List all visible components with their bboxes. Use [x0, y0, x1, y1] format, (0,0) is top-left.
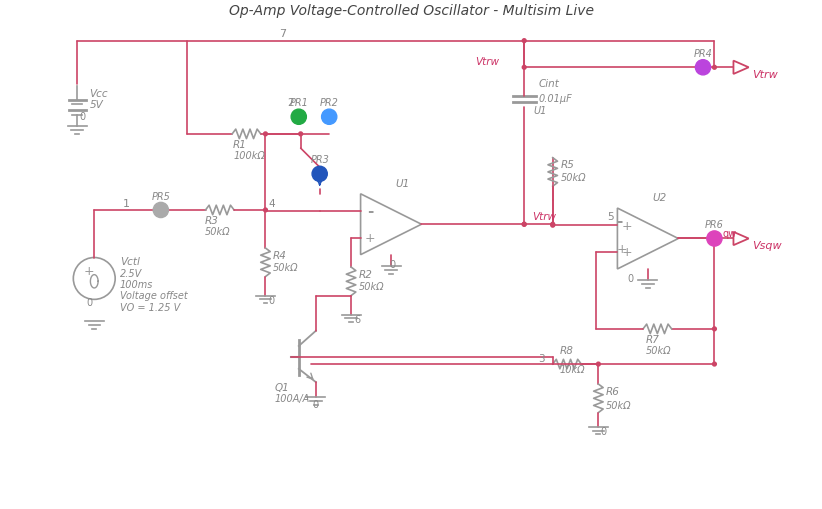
Circle shape — [707, 232, 722, 247]
Circle shape — [159, 209, 163, 212]
Text: 5: 5 — [607, 212, 613, 222]
Circle shape — [597, 362, 600, 366]
Circle shape — [291, 110, 307, 125]
Text: Cint: Cint — [538, 79, 559, 89]
Text: 100kΩ: 100kΩ — [233, 150, 265, 160]
Text: Vctl: Vctl — [120, 257, 140, 267]
Circle shape — [551, 224, 555, 228]
Text: 0: 0 — [86, 297, 93, 307]
Text: +: + — [621, 219, 632, 232]
Text: U2: U2 — [653, 193, 667, 203]
Text: R7: R7 — [646, 334, 660, 345]
Text: PR2: PR2 — [320, 98, 339, 108]
Text: 50kΩ: 50kΩ — [358, 281, 385, 291]
Text: 50kΩ: 50kΩ — [606, 400, 631, 410]
Circle shape — [713, 66, 716, 70]
Circle shape — [713, 327, 716, 331]
Text: Vsqw: Vsqw — [752, 241, 782, 250]
Text: PR5: PR5 — [151, 191, 170, 201]
Text: Vtrw: Vtrw — [532, 212, 556, 222]
Text: R1: R1 — [233, 140, 247, 150]
Text: 0: 0 — [600, 427, 607, 437]
Text: 100ms: 100ms — [120, 279, 154, 290]
Text: A: A — [326, 113, 332, 122]
Text: U1: U1 — [533, 106, 547, 116]
Text: v: v — [712, 235, 718, 243]
Text: VO = 1.25 V: VO = 1.25 V — [120, 302, 180, 312]
Text: 1: 1 — [122, 199, 130, 209]
Text: 50kΩ: 50kΩ — [273, 262, 298, 272]
Text: Vtrw: Vtrw — [475, 58, 499, 67]
Circle shape — [522, 223, 526, 227]
Text: -: - — [616, 214, 623, 229]
Text: 0.01μF: 0.01μF — [538, 93, 572, 103]
Text: R3: R3 — [205, 216, 219, 226]
Text: 4: 4 — [268, 199, 275, 209]
Text: +: + — [365, 232, 376, 244]
Text: PR6: PR6 — [705, 220, 724, 230]
Text: Vcc: Vcc — [90, 89, 109, 99]
Text: R2: R2 — [358, 269, 372, 279]
Circle shape — [713, 237, 716, 241]
Text: 0: 0 — [79, 111, 85, 122]
Text: 50kΩ: 50kΩ — [561, 172, 586, 182]
Circle shape — [298, 133, 302, 136]
Text: qw: qw — [723, 228, 737, 238]
Text: 2: 2 — [288, 98, 294, 108]
Text: R8: R8 — [560, 345, 573, 355]
Circle shape — [321, 110, 337, 125]
Text: A: A — [295, 113, 302, 122]
Text: 7: 7 — [279, 29, 286, 39]
Text: 100A/A: 100A/A — [275, 393, 310, 403]
Text: 0: 0 — [312, 399, 318, 409]
Text: 6: 6 — [354, 315, 360, 325]
Circle shape — [264, 209, 267, 212]
Text: 3: 3 — [538, 354, 545, 363]
Text: 10kΩ: 10kΩ — [560, 364, 585, 374]
Text: 2.5V: 2.5V — [120, 268, 142, 278]
Text: 50kΩ: 50kΩ — [205, 227, 230, 236]
Text: Vtrw: Vtrw — [752, 70, 778, 79]
Circle shape — [713, 362, 716, 366]
Text: PR4: PR4 — [694, 49, 713, 59]
Circle shape — [264, 133, 267, 136]
Circle shape — [312, 167, 327, 182]
Text: Voltage offset: Voltage offset — [120, 291, 187, 301]
Text: -: - — [367, 204, 373, 219]
Circle shape — [522, 66, 526, 70]
Text: v: v — [158, 206, 164, 215]
Text: R5: R5 — [561, 160, 575, 170]
Text: +: + — [83, 265, 94, 278]
Text: Q1: Q1 — [275, 382, 289, 392]
Circle shape — [551, 223, 555, 227]
Title: Op-Amp Voltage-Controlled Oscillator - Multisim Live: Op-Amp Voltage-Controlled Oscillator - M… — [229, 4, 593, 18]
Circle shape — [522, 40, 526, 43]
Text: PR1: PR1 — [289, 98, 308, 108]
Text: 0: 0 — [627, 274, 633, 284]
Text: 0: 0 — [389, 260, 395, 269]
Text: v: v — [700, 64, 706, 73]
Text: A: A — [316, 170, 323, 179]
Text: 50kΩ: 50kΩ — [646, 345, 672, 355]
Text: PR3: PR3 — [310, 155, 329, 165]
Text: 0: 0 — [268, 296, 275, 305]
Text: 5V: 5V — [90, 100, 104, 110]
Text: +: + — [621, 246, 632, 259]
Text: R4: R4 — [273, 250, 287, 260]
Text: U1: U1 — [395, 179, 410, 189]
Circle shape — [695, 61, 711, 76]
Text: +: + — [616, 242, 627, 256]
Text: R6: R6 — [606, 387, 620, 397]
Circle shape — [522, 223, 526, 227]
Circle shape — [153, 203, 169, 218]
